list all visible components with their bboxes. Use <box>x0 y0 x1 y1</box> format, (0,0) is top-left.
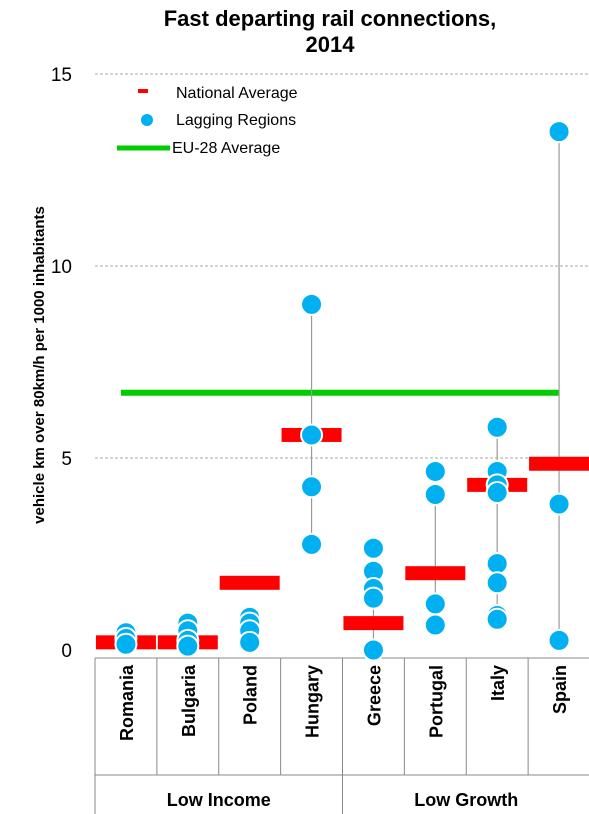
lagging-region <box>547 628 571 652</box>
y-tick-label: 15 <box>51 65 72 86</box>
lagging-region <box>485 415 509 439</box>
y-axis-label: vehicle km over 80km/h per 1000 inhabita… <box>31 206 48 524</box>
lagging-region <box>361 536 385 560</box>
lagging-region <box>361 586 385 610</box>
national-average <box>219 575 280 590</box>
lagging-region <box>300 475 324 499</box>
legend-label: Lagging Regions <box>176 112 296 129</box>
lagging-region <box>423 459 447 483</box>
national-average <box>343 616 404 631</box>
y-tick-label: 10 <box>51 257 72 278</box>
y-tick-label: 5 <box>61 449 72 470</box>
group-label: Low Growth <box>414 790 518 810</box>
x-tick-label: Portugal <box>426 665 446 738</box>
chart-title: 2014 <box>306 32 356 57</box>
lagging-region <box>547 120 571 144</box>
x-tick-label: Bulgaria <box>179 664 199 737</box>
national-average <box>529 456 589 471</box>
lagging-region <box>176 634 200 658</box>
y-tick-label: 0 <box>61 641 72 662</box>
lagging-region <box>423 482 447 506</box>
lagging-region <box>485 571 509 595</box>
lagging-region <box>423 592 447 616</box>
x-tick-label: Spain <box>550 665 570 714</box>
x-tick-label: Hungary <box>303 665 323 738</box>
lagging-region <box>485 607 509 631</box>
x-tick-label: Italy <box>488 665 508 701</box>
national-average <box>405 566 466 581</box>
lagging-region <box>485 552 509 576</box>
legend-label: EU-28 Average <box>172 140 280 157</box>
lagging-region <box>423 613 447 637</box>
lagging-region <box>361 638 385 662</box>
lagging-region <box>547 492 571 516</box>
group-label: Low Income <box>167 790 271 810</box>
legend-swatch <box>141 114 153 126</box>
lagging-region <box>238 630 262 654</box>
lagging-region <box>300 292 324 316</box>
legend-swatch <box>138 89 148 93</box>
x-tick-label: Greece <box>364 665 384 726</box>
lagging-region <box>485 481 509 505</box>
lagging-region <box>300 423 324 447</box>
chart-title: Fast departing rail connections, <box>164 6 497 31</box>
x-tick-label: Poland <box>241 665 261 725</box>
legend-label: National Average <box>176 85 298 102</box>
lagging-region <box>114 632 138 656</box>
x-tick-label: Romania <box>117 664 137 741</box>
lagging-region <box>300 532 324 556</box>
